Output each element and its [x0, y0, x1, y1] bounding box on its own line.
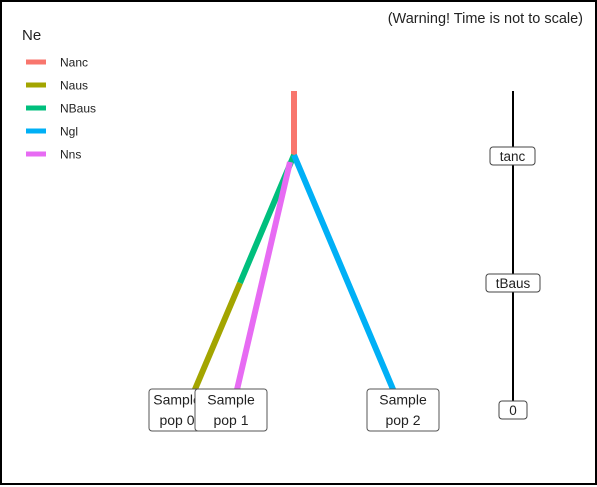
legend-label-naus: Naus: [60, 79, 88, 93]
warning-text: (Warning! Time is not to scale): [388, 11, 583, 27]
legend-item-nns: Nns: [26, 148, 81, 162]
legend-item-nanc: Nanc: [26, 56, 88, 70]
time-label-tanc: tanc: [489, 146, 536, 166]
legend: Ne Nanc Naus NBaus Ngl Nns: [22, 27, 96, 162]
branch-aus: [190, 281, 243, 396]
branch-gl: [291, 153, 398, 396]
sample-pop1-line1: Sample: [207, 392, 255, 408]
sample-pop0-line2: pop 0: [159, 412, 194, 428]
legend-item-nbaus: NBaus: [26, 102, 96, 116]
tree-branches: [190, 91, 398, 396]
time-label-tanc-text: tanc: [500, 149, 526, 164]
legend-item-naus: Naus: [26, 79, 88, 93]
legend-label-nanc: Nanc: [60, 56, 88, 70]
legend-label-nns: Nns: [60, 148, 81, 162]
sample-pop2-line2: pop 2: [385, 412, 420, 428]
sample-pop0-line1: Sample: [153, 392, 201, 408]
sample-label-pop2: Sample pop 2: [366, 388, 440, 432]
legend-item-ngl: Ngl: [26, 125, 78, 139]
time-label-zero: 0: [498, 400, 528, 420]
branch-ns: [233, 161, 293, 395]
sample-label-pop1: Sample pop 1: [194, 388, 268, 432]
time-label-tbaus-text: tBaus: [496, 276, 531, 291]
legend-label-ngl: Ngl: [60, 125, 78, 139]
sample-pop2-line1: Sample: [379, 392, 427, 408]
legend-label-nbaus: NBaus: [60, 102, 96, 116]
time-label-zero-text: 0: [509, 403, 517, 418]
time-label-tbaus: tBaus: [485, 273, 541, 293]
sample-pop1-line2: pop 1: [213, 412, 248, 428]
legend-title: Ne: [22, 27, 41, 44]
time-axis: tanc tBaus 0: [485, 91, 541, 420]
